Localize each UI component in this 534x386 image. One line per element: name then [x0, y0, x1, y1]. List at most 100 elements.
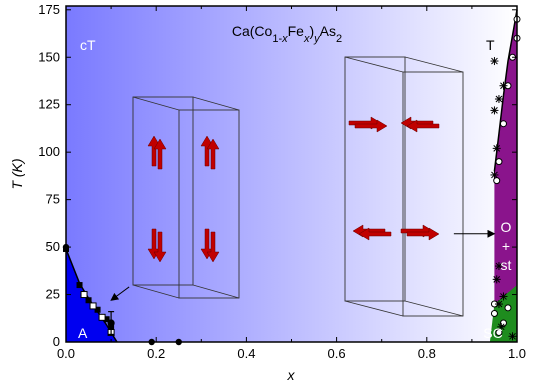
x-tick-label: 0.6 [328, 346, 346, 361]
square-open-point-2 [98, 313, 106, 321]
y-tick-label: 50 [46, 239, 60, 254]
title-part-1: Ca(Co [232, 23, 273, 39]
square-open-point-0 [80, 291, 88, 299]
error-bar-point-0 [107, 311, 115, 336]
cell-front [132, 96, 194, 286]
region-label-st: st [501, 257, 512, 273]
y-tick-label: 175 [38, 2, 60, 17]
x-tick-label: 1.0 [508, 346, 526, 361]
title-part-7: y [313, 33, 321, 45]
plot-background [66, 6, 517, 342]
star-point-1 [499, 81, 508, 90]
region-label-a: A [78, 325, 88, 341]
star-stroke-3 [491, 107, 498, 114]
star-stroke-3 [493, 276, 501, 283]
title-part-2: 1- [272, 33, 282, 45]
cell-edge-3 [404, 300, 464, 317]
spin-arrow-b [153, 138, 167, 170]
star-point-11 [497, 322, 506, 331]
cell-edge-2 [344, 300, 404, 317]
cell-back [178, 109, 240, 299]
cell-front [344, 56, 406, 302]
cell-edge-3 [192, 284, 240, 299]
annotations [110, 229, 496, 301]
region-a-fill [66, 249, 117, 342]
spin-arrow-b [406, 119, 440, 133]
y-tick-label: 150 [38, 49, 60, 64]
spin-arrow-b [206, 231, 220, 263]
cell-edge-2 [132, 284, 180, 299]
circle-open-point-8 [490, 310, 498, 318]
cell-edge-1 [404, 56, 464, 73]
spin-ct-up-left [147, 135, 167, 170]
circle-open-point-0 [495, 158, 503, 166]
cell-edge-0 [132, 96, 180, 111]
star-point-0 [490, 57, 499, 66]
star-stroke-3 [491, 171, 498, 179]
region-label-t: T [486, 37, 495, 53]
title-part-9: 2 [336, 33, 342, 45]
star-stroke-3 [500, 293, 507, 300]
circle-open-point-11 [504, 304, 512, 312]
x-tick-label: 0.2 [147, 346, 165, 361]
region-sc-fill [489, 285, 517, 342]
star-stroke-3 [495, 95, 503, 103]
x-tick-label: 0.4 [237, 346, 255, 361]
star-point-5 [490, 170, 499, 179]
star-point-8 [499, 292, 508, 301]
spin-t-bottom-left [352, 224, 392, 241]
square-filled-point-4 [103, 316, 110, 323]
spin-arrow-b [358, 227, 392, 241]
square-filled-point-1 [76, 282, 83, 289]
y-tick-label: 100 [38, 144, 60, 159]
spin-arrow-a [147, 135, 161, 167]
title-part-8: As [320, 23, 336, 39]
x-tick-label: 0.0 [57, 346, 75, 361]
spin-ct-down-right [200, 228, 220, 263]
cell-edge-1 [192, 96, 240, 111]
unit-cell-t [344, 56, 464, 317]
spin-t-top-left [348, 116, 388, 133]
title-part-6: ) [309, 23, 314, 39]
region-label-sc: SC [483, 325, 502, 341]
unit-cell-ct [132, 96, 240, 299]
region-o-st-fill [494, 9, 517, 343]
star-point-3 [490, 106, 499, 115]
region-label-plus: + [502, 238, 510, 254]
spin-ct-up-right [200, 135, 220, 170]
star-point-4 [492, 144, 501, 153]
circle-open-point-9 [499, 319, 507, 327]
square-open-point-1 [89, 302, 97, 310]
circle-open-point-1 [499, 120, 507, 128]
star-point-6 [494, 262, 503, 271]
title-part-4: Fe [288, 23, 305, 39]
y-axis-label: T (K) [9, 158, 25, 189]
cell-edge-0 [344, 56, 404, 73]
phase-regions [65, 9, 518, 343]
star-point-2 [494, 95, 503, 104]
star-stroke-3 [509, 332, 516, 340]
cell-back [402, 71, 464, 317]
star-stroke-3 [497, 323, 505, 331]
star-stroke-3 [495, 262, 503, 270]
star-stroke-3 [493, 145, 501, 152]
star-point-7 [492, 275, 501, 284]
annotation-arrow-0 [110, 286, 130, 301]
star-point-9 [494, 300, 503, 309]
unit-cells [132, 56, 464, 317]
y-tick-label: 125 [38, 97, 60, 112]
spin-arrow-a [200, 135, 214, 167]
error-bar-point [107, 319, 115, 327]
spin-arrow-b [406, 227, 440, 241]
region-label-o: O [501, 219, 512, 235]
y-tick-label: 75 [46, 192, 60, 207]
square-filled-point-2 [85, 297, 92, 304]
spin-ct-down-left [147, 228, 167, 263]
spin-arrow-b [206, 138, 220, 170]
square-filled-point-3 [94, 306, 101, 313]
y-tick-label: 25 [46, 287, 60, 302]
star-stroke-3 [495, 300, 503, 308]
spin-t-top-right [400, 116, 440, 133]
title-part-3: x [281, 33, 288, 45]
